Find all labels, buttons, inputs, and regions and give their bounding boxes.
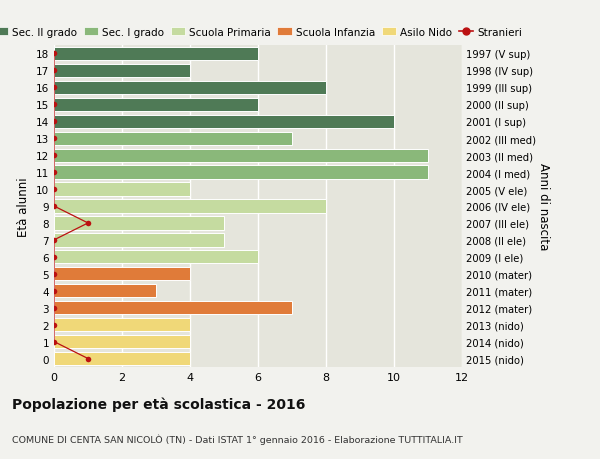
Text: Popolazione per età scolastica - 2016: Popolazione per età scolastica - 2016 xyxy=(12,397,305,412)
Bar xyxy=(54,251,258,264)
Bar xyxy=(54,200,326,213)
Bar xyxy=(54,319,190,331)
Bar xyxy=(54,183,190,196)
Bar xyxy=(54,285,156,298)
Bar xyxy=(54,234,224,247)
Y-axis label: Età alunni: Età alunni xyxy=(17,177,31,236)
Bar xyxy=(54,352,190,365)
Bar xyxy=(54,48,258,61)
Bar xyxy=(54,149,428,162)
Bar xyxy=(54,268,190,281)
Bar xyxy=(54,82,326,95)
Bar xyxy=(54,217,224,230)
Bar xyxy=(54,335,190,348)
Bar xyxy=(54,99,258,112)
Bar xyxy=(54,132,292,146)
Bar xyxy=(54,65,190,78)
Bar xyxy=(54,166,428,179)
Y-axis label: Anni di nascita: Anni di nascita xyxy=(537,163,550,250)
Legend: Sec. II grado, Sec. I grado, Scuola Primaria, Scuola Infanzia, Asilo Nido, Stran: Sec. II grado, Sec. I grado, Scuola Prim… xyxy=(0,28,523,38)
Text: COMUNE DI CENTA SAN NICOLÒ (TN) - Dati ISTAT 1° gennaio 2016 - Elaborazione TUTT: COMUNE DI CENTA SAN NICOLÒ (TN) - Dati I… xyxy=(12,434,463,444)
Bar xyxy=(54,302,292,314)
Bar xyxy=(54,115,394,129)
